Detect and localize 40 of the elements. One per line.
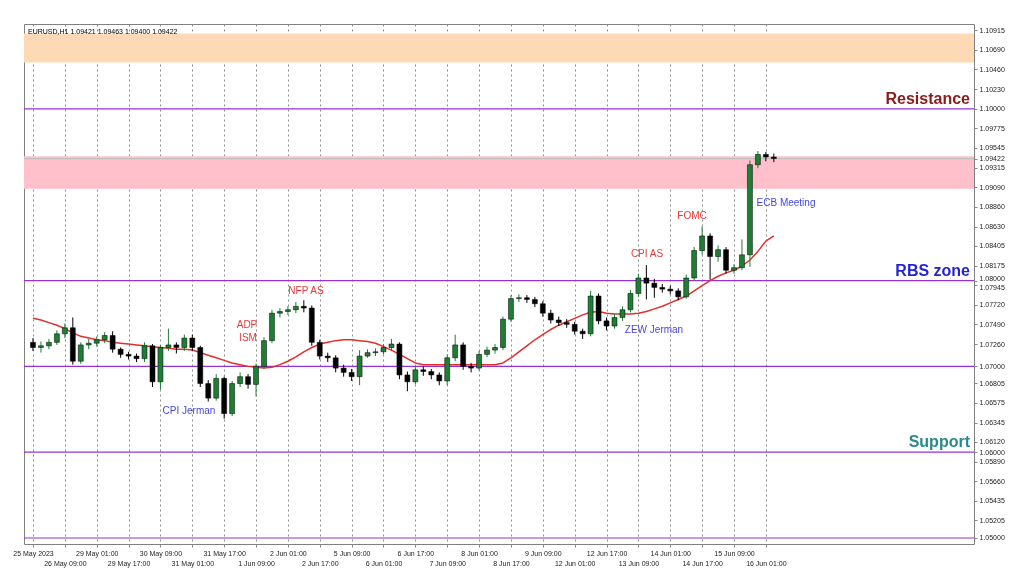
candlestick <box>237 371 243 388</box>
candlestick <box>715 244 721 263</box>
candlestick <box>468 362 474 373</box>
candlestick <box>277 307 283 318</box>
ref-line-label: Resistance <box>885 89 971 107</box>
candlestick <box>293 301 299 314</box>
candlestick <box>683 274 689 300</box>
annotation: NFP AS <box>288 285 325 296</box>
candlestick <box>492 343 498 354</box>
ref-line-label: RBS zone <box>895 261 971 279</box>
candlestick <box>213 373 219 402</box>
candlestick <box>460 341 466 371</box>
candlestick <box>46 338 52 350</box>
candlestick <box>317 339 323 361</box>
candlestick <box>516 293 522 303</box>
candlestick <box>205 379 211 403</box>
candlestick <box>739 238 745 271</box>
candlestick <box>38 340 44 354</box>
candlestick <box>508 294 514 323</box>
annotation: ECB Meeting <box>756 197 816 208</box>
candlestick <box>253 363 259 397</box>
ref-line-label: Support <box>908 433 971 451</box>
candlestick <box>452 334 458 362</box>
candlestick <box>78 341 84 365</box>
candlestick <box>30 337 36 352</box>
annotation: ADP <box>236 319 258 330</box>
annotation: CPI Jerman <box>162 405 216 416</box>
candlestick <box>285 305 291 316</box>
candlestick <box>707 232 713 281</box>
candlestick <box>763 151 769 162</box>
candlestick <box>699 226 705 256</box>
candlestick <box>731 263 737 275</box>
candlestick <box>524 294 530 304</box>
annotation: CPI AS <box>630 248 664 259</box>
candlestick <box>723 246 729 275</box>
annotation: FOMC <box>677 210 707 221</box>
candlestick <box>444 353 450 386</box>
annotation: ZEW Jerman <box>624 324 684 335</box>
candlestick <box>476 350 482 372</box>
annotation: ISM <box>239 332 257 343</box>
